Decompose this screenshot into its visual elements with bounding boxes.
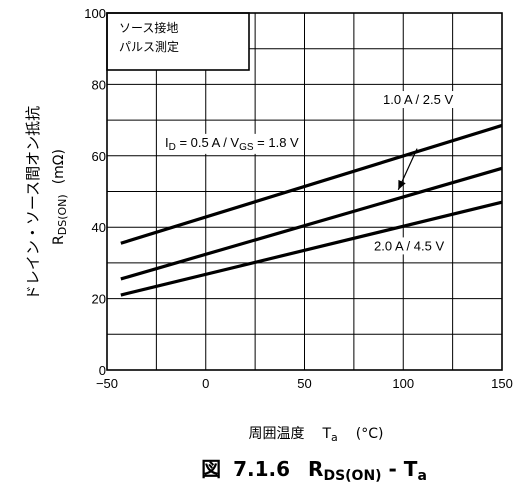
series-line-1 <box>120 123 503 245</box>
grid <box>107 13 502 370</box>
y-tick-labels: 0 20 40 60 80 100 <box>84 6 106 378</box>
series-2-arrow <box>397 148 418 190</box>
condition-line-1: ソース接地 <box>119 20 178 35</box>
series-line-3 <box>120 200 503 297</box>
series-1-label-bg <box>161 133 304 154</box>
series-1-label: ID = 0.5 A / VGS = 1.8 V <box>165 135 299 153</box>
y-axis-title-jp: ドレイン・ソース間オン抵抗 <box>24 106 42 300</box>
x-tick-label: 50 <box>297 376 311 391</box>
series-line-2 <box>120 166 503 281</box>
y-axis-title: ドレイン・ソース間オン抵抗 <box>24 106 42 300</box>
plot-frame <box>106 12 503 371</box>
series-3-label-bg <box>370 237 449 255</box>
figure-caption: 図 7.1.6 RDS(ON) - Ta <box>201 457 427 484</box>
x-tick-label: 100 <box>392 376 414 391</box>
series-2-label: 1.0 A / 2.5 V <box>383 92 453 107</box>
condition-box: ソース接地 パルス測定 <box>106 12 250 71</box>
series-3-label: 2.0 A / 4.5 V <box>374 238 444 253</box>
svg-text:RDS(ON)(mΩ): RDS(ON)(mΩ) <box>51 149 69 245</box>
series-lines <box>120 123 503 297</box>
y-tick-label: 100 <box>84 6 106 21</box>
condition-line-2: パルス測定 <box>119 39 179 54</box>
series-2-label-bg <box>379 91 458 109</box>
y-tick-label: 40 <box>92 220 106 235</box>
y-tick-label: 80 <box>92 77 106 92</box>
x-tick-label: 150 <box>491 376 513 391</box>
x-tick-label: −50 <box>96 376 118 391</box>
y-tick-label: 20 <box>92 292 106 307</box>
x-axis-title: 周囲温度 Ta (°C) <box>248 426 383 444</box>
x-tick-labels: −50 0 50 100 150 <box>96 376 513 391</box>
y-tick-label: 60 <box>92 149 106 164</box>
x-tick-label: 0 <box>202 376 209 391</box>
y-axis-symbol: RDS(ON)(mΩ) <box>51 149 69 245</box>
y-tick-label: 0 <box>99 363 106 378</box>
